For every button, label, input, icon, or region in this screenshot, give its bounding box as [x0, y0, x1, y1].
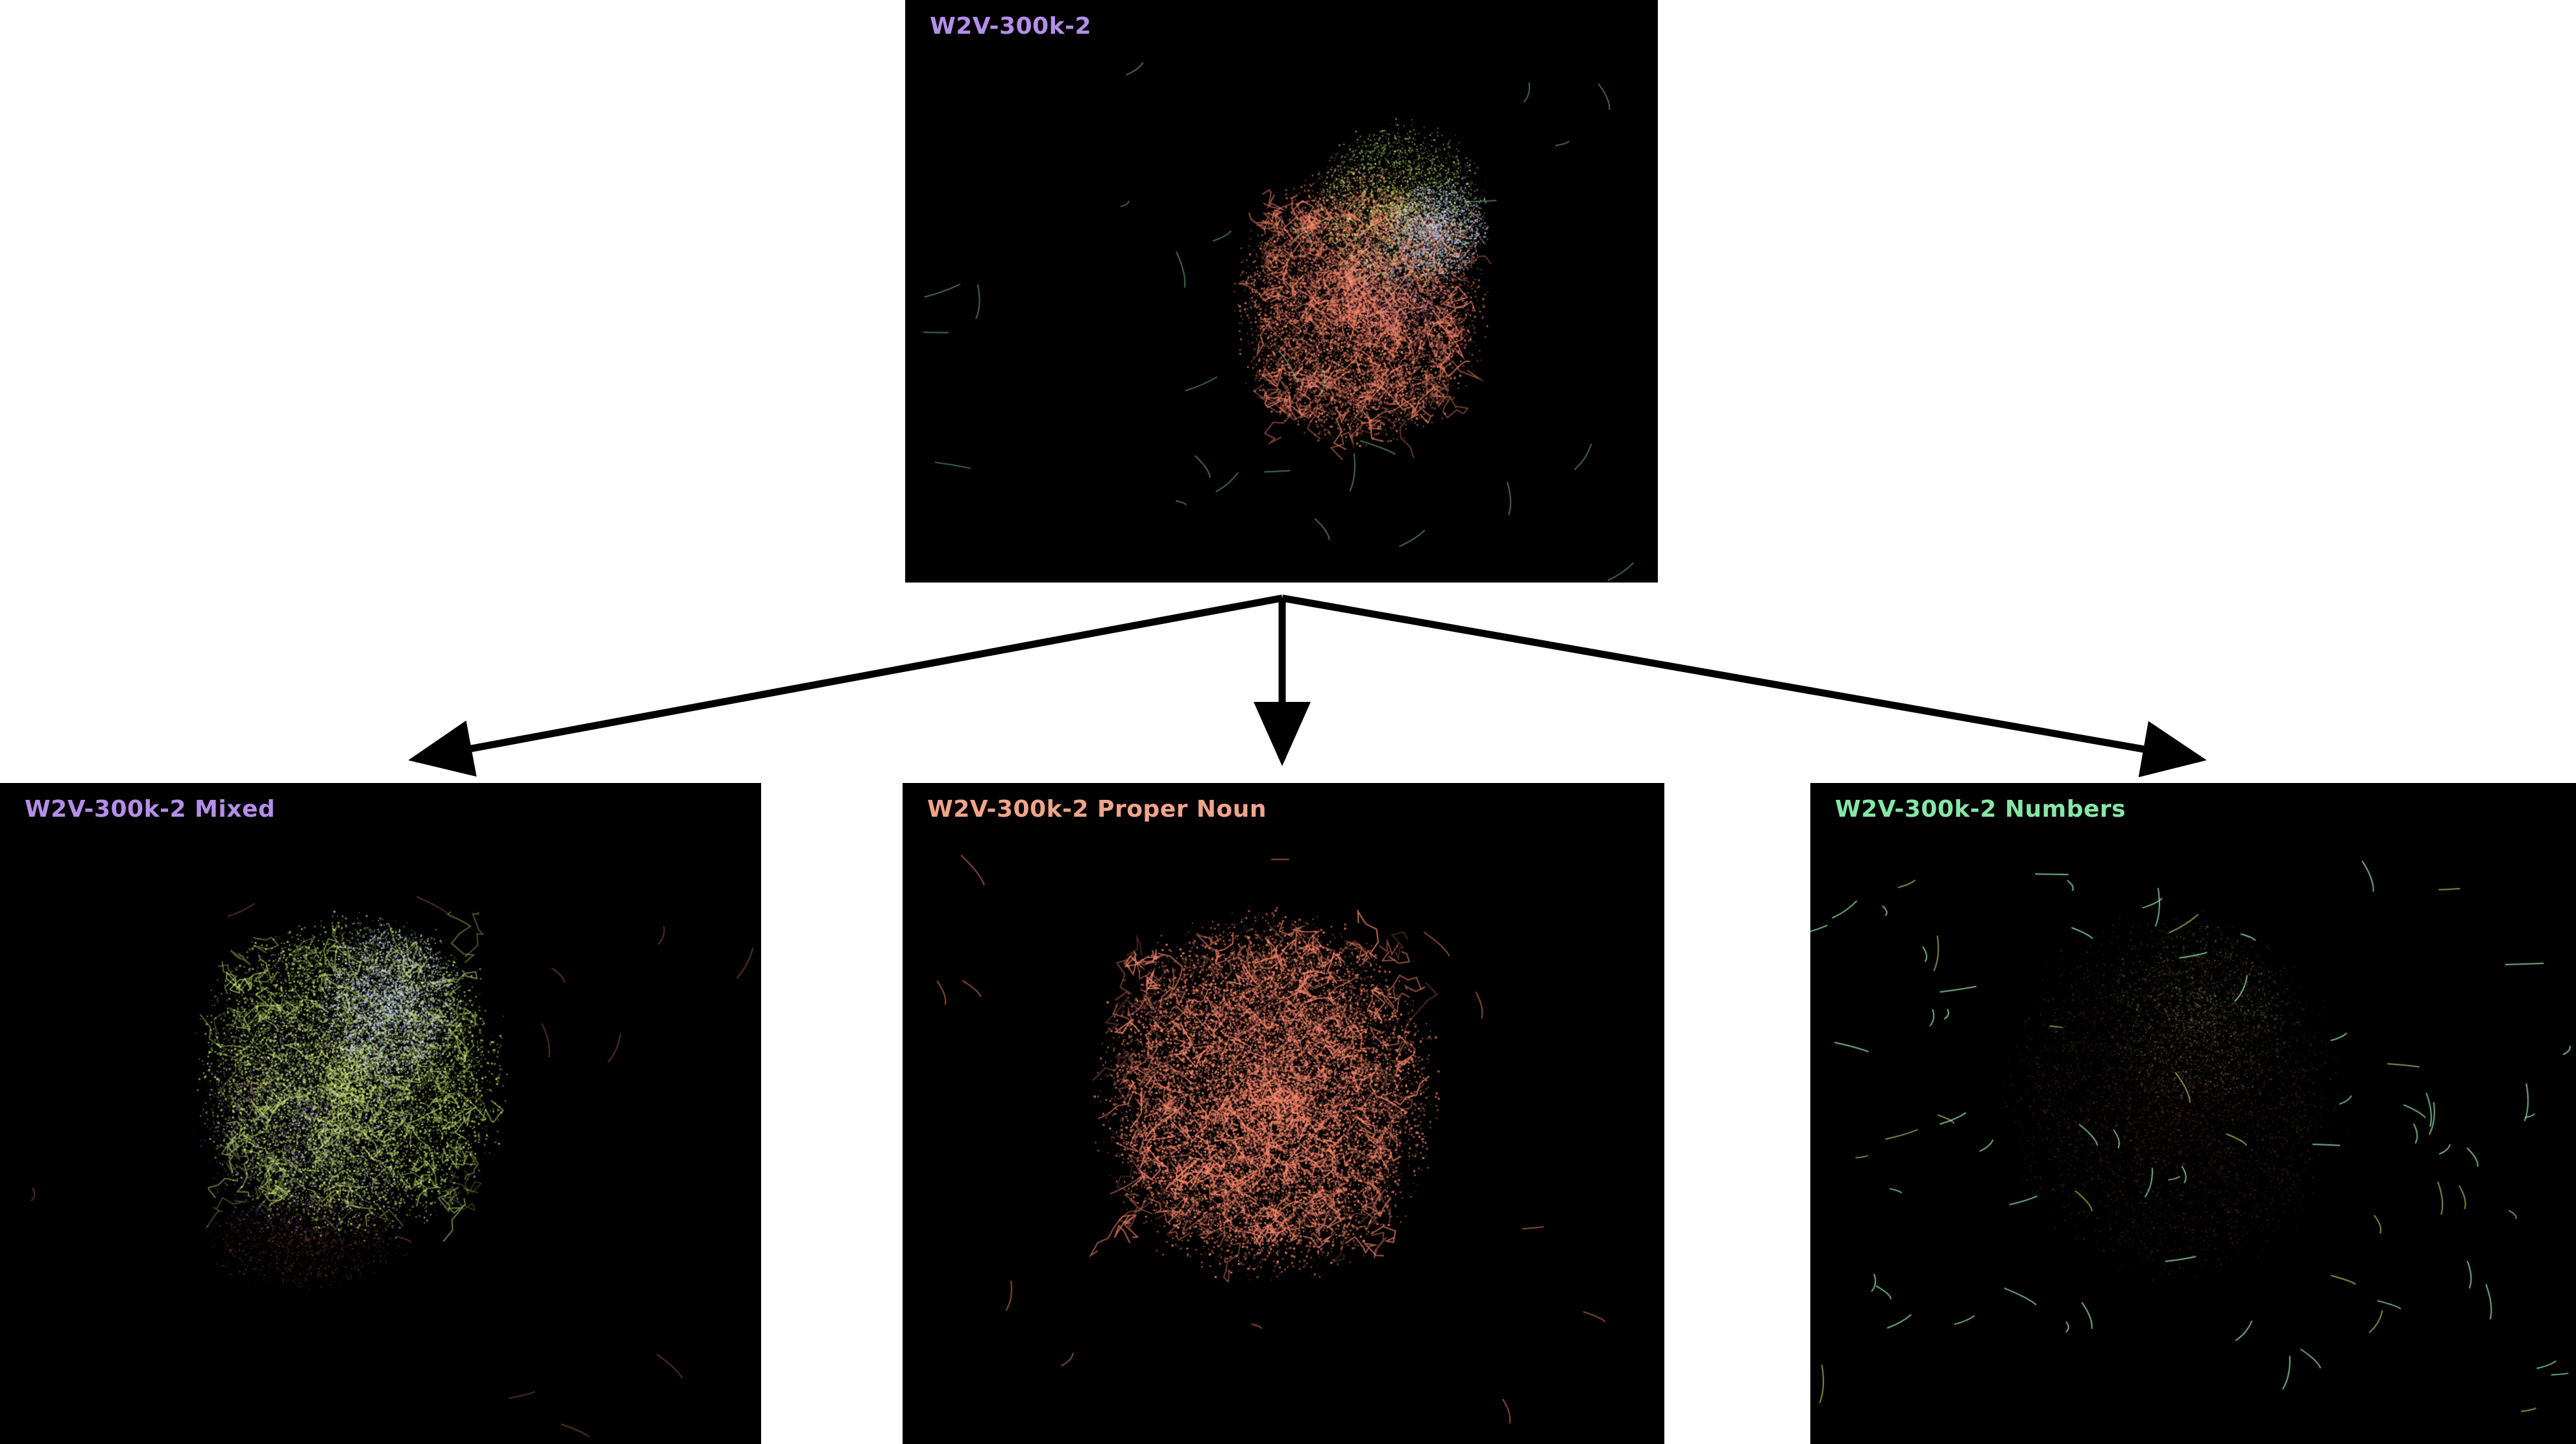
- panel-title-full: W2V-300k-2: [930, 13, 1092, 40]
- arrow-to-numbers: [1282, 594, 2207, 778]
- panel-w2v-300k-2-proper-noun: W2V-300k-2 Proper Noun: [903, 783, 1664, 1444]
- panel-w2v-300k-2-numbers: W2V-300k-2 Numbers: [1810, 783, 2576, 1444]
- panel-w2v-300k-2-mixed: W2V-300k-2 Mixed: [0, 783, 761, 1444]
- embedding-scatter-mixed: [0, 783, 761, 1444]
- panel-title-numbers: W2V-300k-2 Numbers: [1835, 796, 2126, 823]
- embedding-scatter-full: [905, 0, 1658, 583]
- panel-title-proper-noun: W2V-300k-2 Proper Noun: [927, 796, 1267, 823]
- arrow-to-mixed: [408, 594, 1283, 777]
- panel-title-mixed: W2V-300k-2 Mixed: [25, 796, 276, 823]
- embedding-scatter-proper-noun: [903, 783, 1664, 1444]
- embedding-scatter-numbers: [1810, 783, 2576, 1444]
- panel-w2v-300k-2: W2V-300k-2: [905, 0, 1658, 583]
